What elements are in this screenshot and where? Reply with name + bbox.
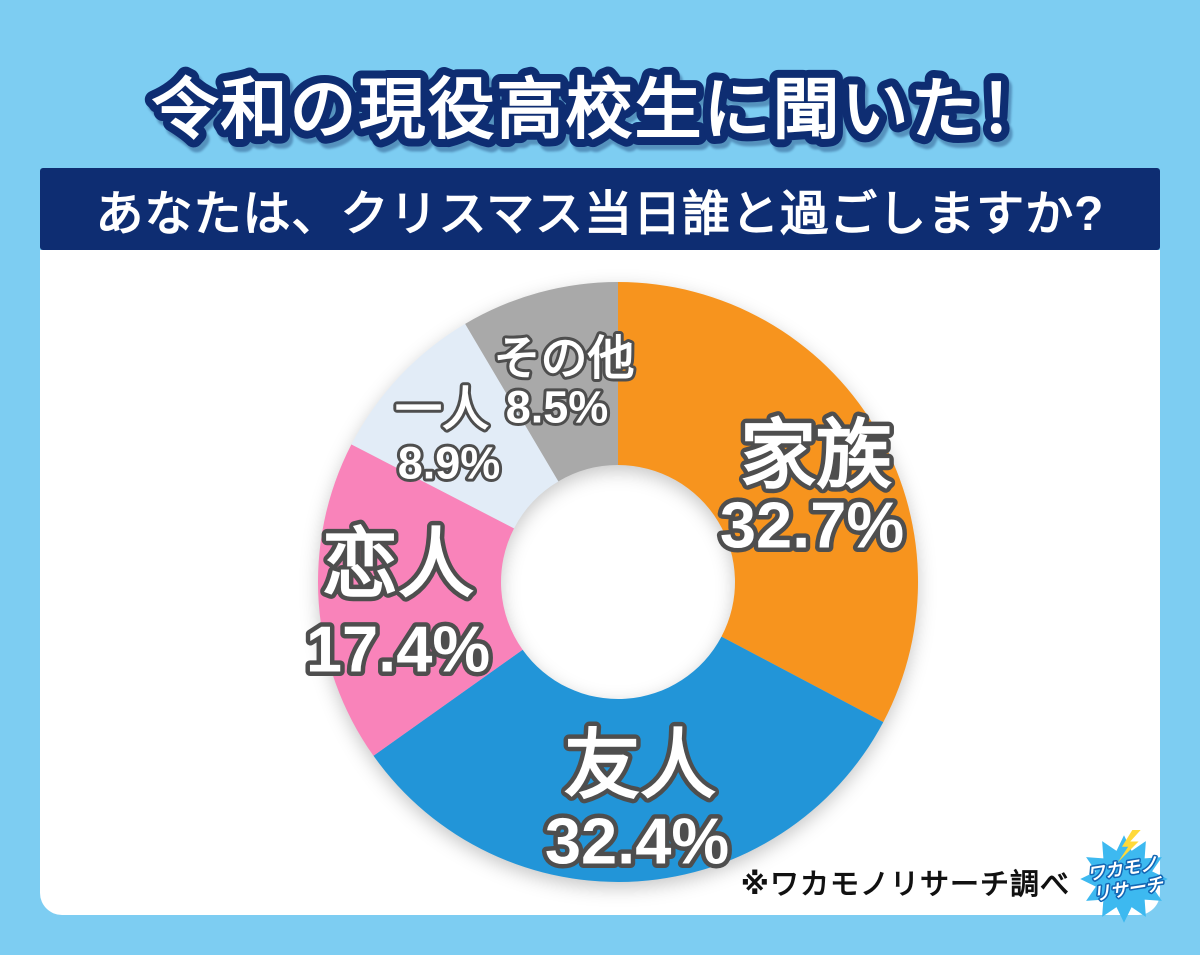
wakamono-research-logo: ワカモノ リサーチ xyxy=(1074,829,1174,929)
lightning-icon xyxy=(1117,830,1141,863)
question-text: あなたは、クリスマス当日誰と過ごしますか? xyxy=(95,188,1105,241)
question-banner: あなたは、クリスマス当日誰と過ごしますか? xyxy=(40,168,1160,250)
source-note: ※ワカモノリサーチ調べ xyxy=(740,869,1070,901)
page-title: 令和の現役高校生に聞いた！ xyxy=(152,73,1049,148)
title-banner: 令和の現役高校生に聞いた！ xyxy=(144,65,1055,156)
chart-panel xyxy=(40,250,1160,915)
logo-splash-svg: ワカモノ リサーチ xyxy=(1080,830,1168,923)
logo-splash xyxy=(1080,835,1168,923)
